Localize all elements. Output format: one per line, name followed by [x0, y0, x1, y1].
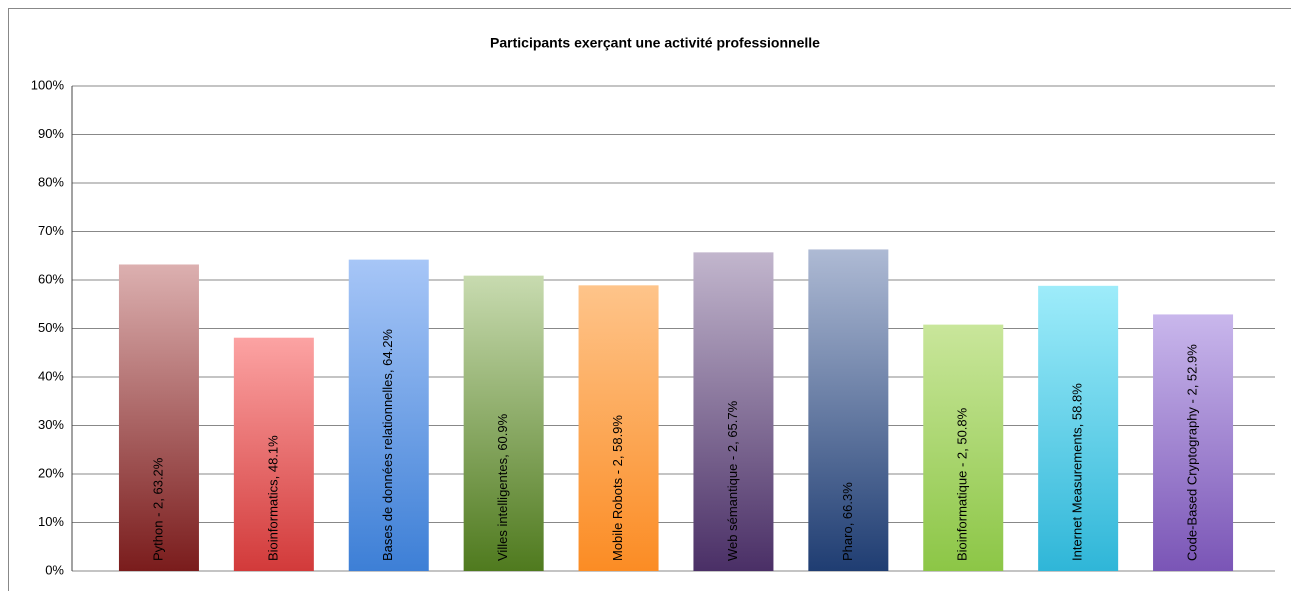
bar [808, 249, 889, 571]
y-tick-label: 90% [38, 126, 64, 141]
bar [693, 252, 774, 572]
data-label: Python - 2, 63.2% [150, 457, 165, 561]
bar [578, 285, 659, 571]
y-tick-label: 40% [38, 368, 64, 383]
bar [1153, 314, 1234, 571]
y-tick-label: 30% [38, 417, 64, 432]
bar [118, 264, 199, 571]
data-label: Bioinformatique - 2, 50.8% [955, 407, 970, 561]
data-label: Villes intelligentes, 60.9% [495, 413, 510, 561]
y-tick-label: 50% [38, 320, 64, 335]
data-label: Internet Measurements, 58.8% [1070, 383, 1085, 561]
y-tick-label: 20% [38, 465, 64, 480]
data-label: Web sémantique - 2, 65.7% [725, 400, 740, 561]
data-label: Pharo, 66.3% [840, 482, 855, 561]
bar [463, 275, 544, 571]
y-tick-label: 70% [38, 223, 64, 238]
y-tick-label: 80% [38, 174, 64, 189]
y-tick-label: 0% [45, 562, 64, 577]
data-label: Bases de données relationnelles, 64.2% [380, 329, 395, 561]
bar [923, 324, 1004, 571]
bar [233, 337, 314, 571]
chart-title: Participants exerçant une activité profe… [490, 35, 820, 51]
data-label: Bioinformatics, 48.1% [265, 435, 280, 561]
y-tick-label: 100% [31, 77, 65, 92]
y-tick-label: 10% [38, 514, 64, 529]
data-label: Code-Based Cryptography - 2, 52.9% [1184, 344, 1199, 561]
bar [348, 259, 429, 571]
data-label: Mobile Robots - 2, 58.9% [610, 415, 625, 561]
y-tick-label: 60% [38, 271, 64, 286]
bar [1038, 285, 1119, 571]
